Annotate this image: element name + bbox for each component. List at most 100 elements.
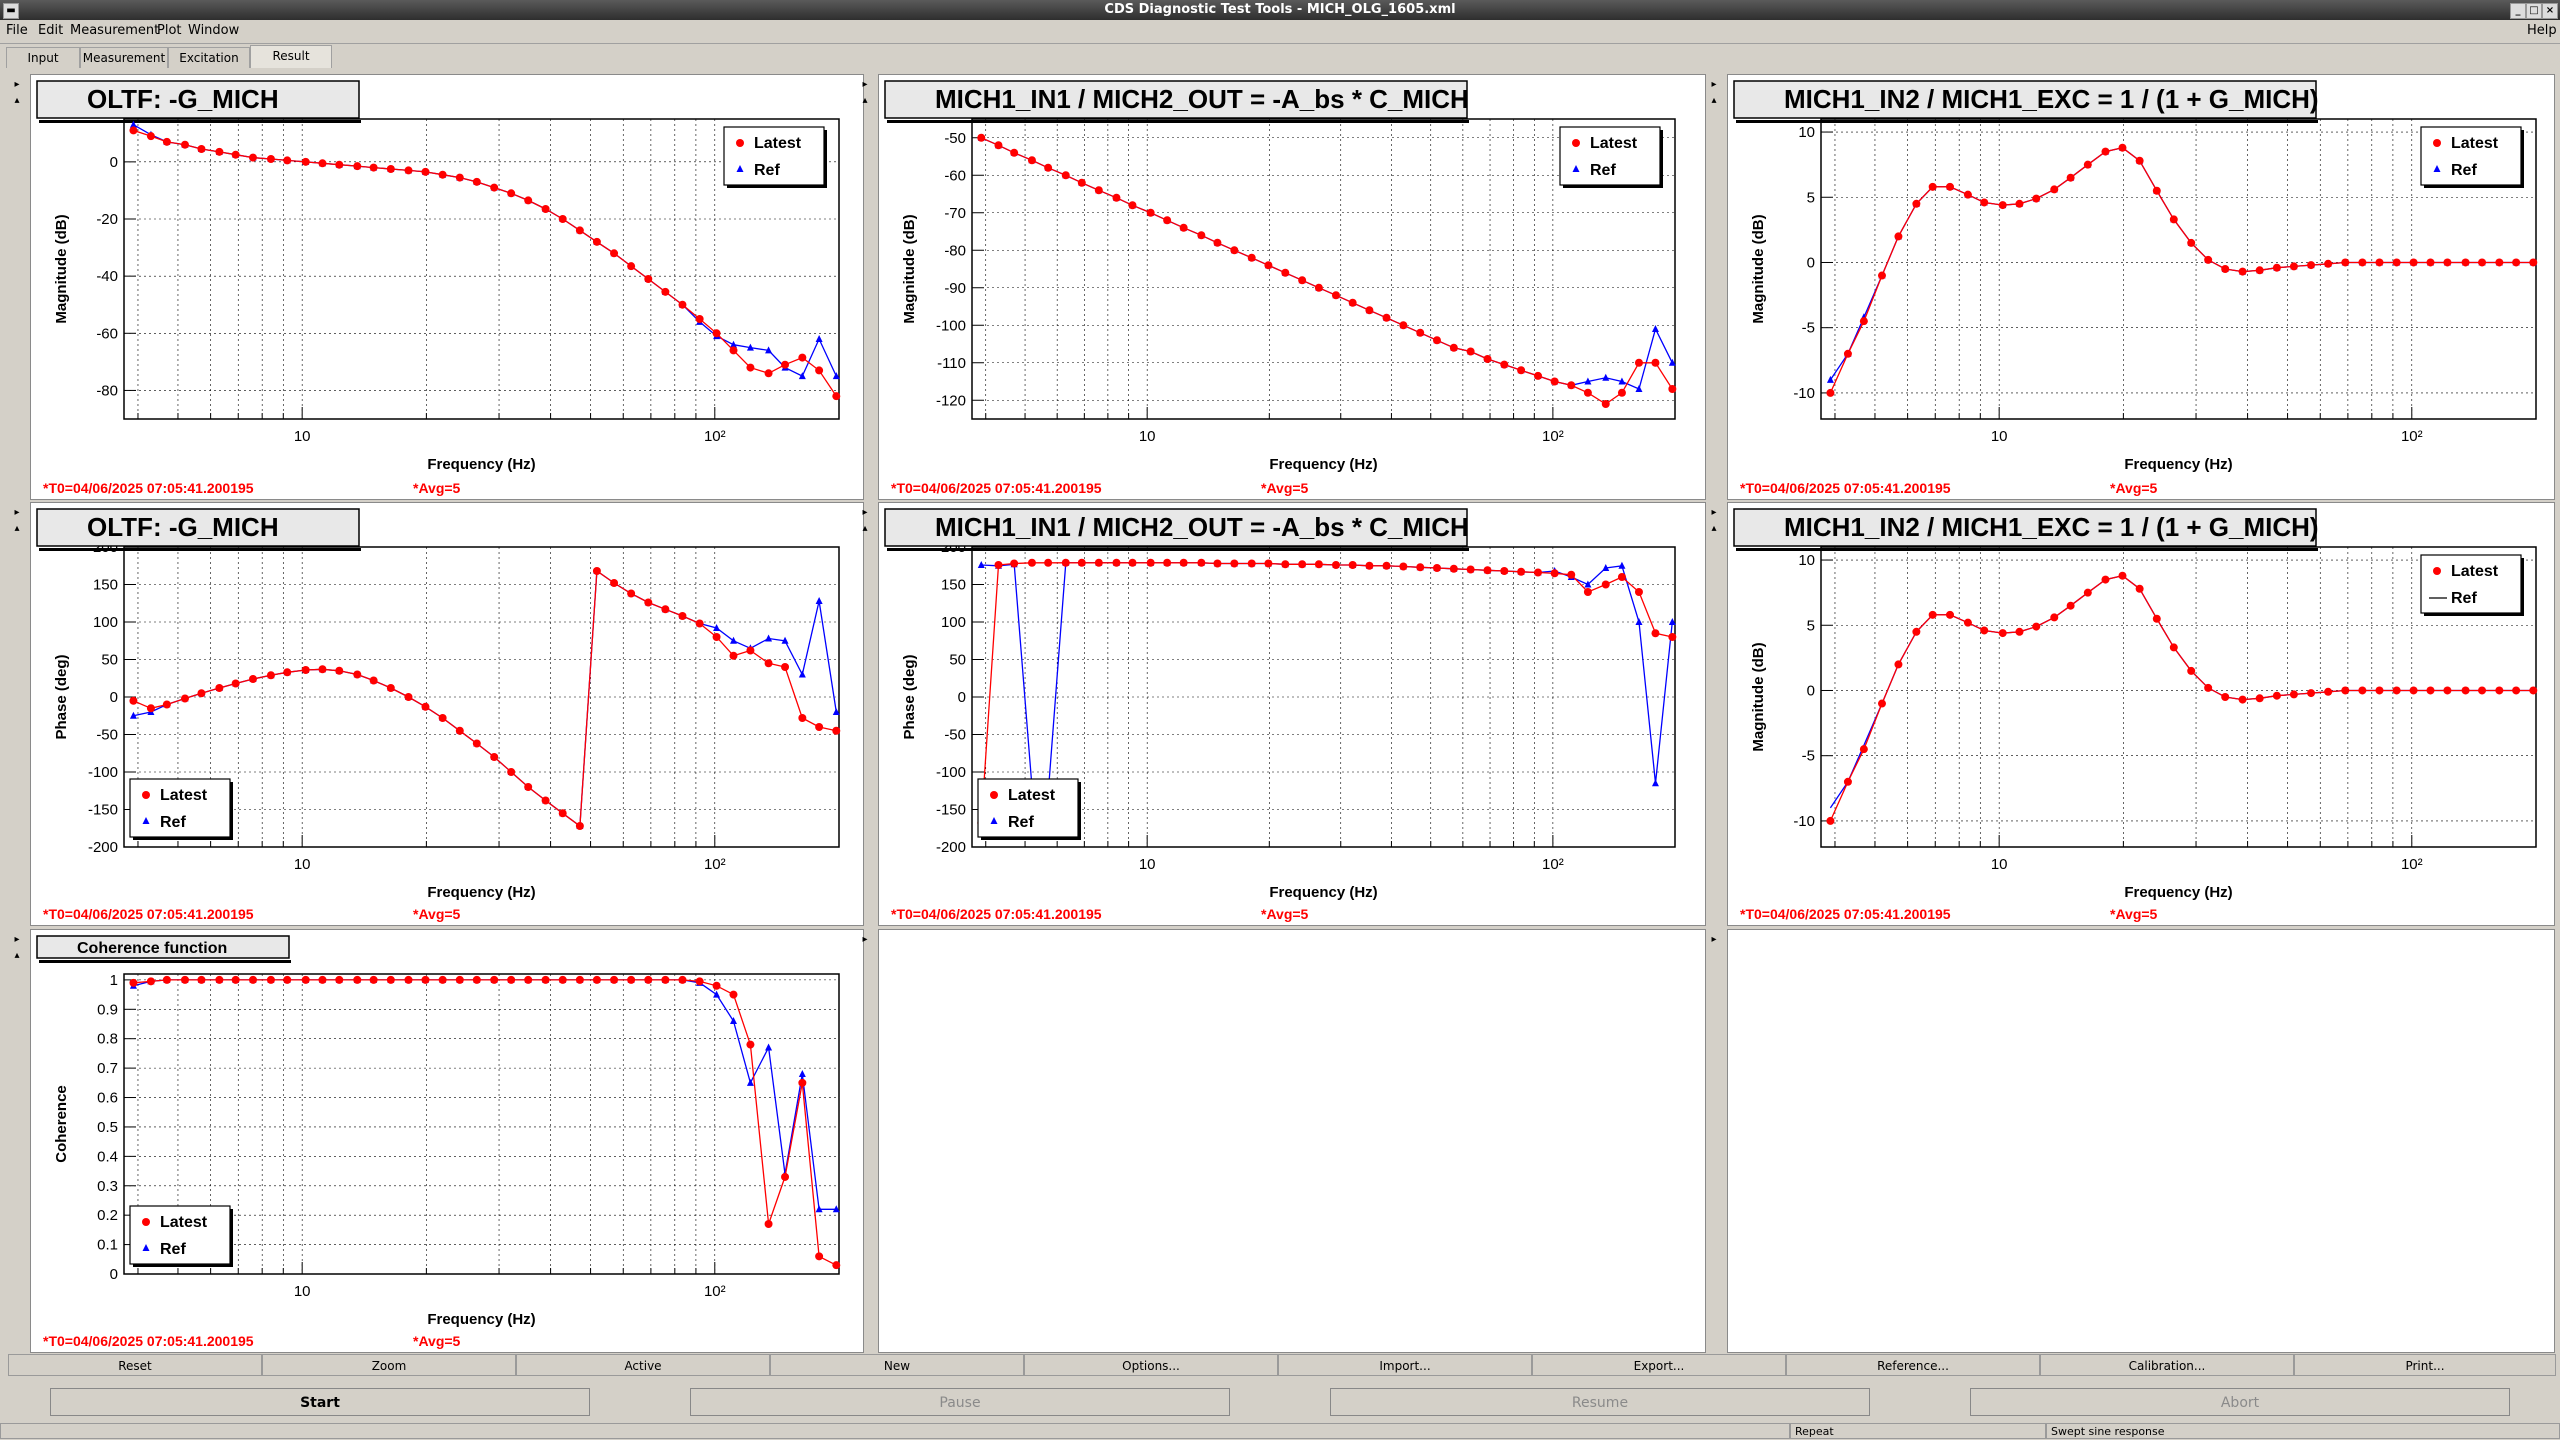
export-button[interactable]: Export... — [1532, 1354, 1786, 1376]
panel-next-arrow-icon[interactable]: ▸ — [14, 79, 20, 90]
panel-next-arrow-icon[interactable]: ▸ — [862, 79, 868, 90]
plot-panel[interactable]: 200 150 100 50 0 -50 -100 -150 -200 10 10² Frequenc… — [30, 502, 864, 926]
latest-point — [798, 1078, 807, 1087]
tab-result[interactable]: Result — [250, 45, 332, 68]
ref-point — [129, 120, 137, 128]
latest-point — [2426, 686, 2435, 695]
pause-button[interactable]: Pause — [690, 1388, 1230, 1416]
latest-point — [1963, 618, 1972, 627]
plot-canvas[interactable]: 10 5 0 -5 -10 10 10² Frequency (Hz) Magnitude (d… — [1728, 75, 2554, 499]
tab-excitation[interactable]: Excitation — [168, 47, 250, 68]
window-menu-icon[interactable]: ▬ — [3, 3, 19, 19]
plot-panel[interactable]: 10 5 0 -5 -10 10 10² Frequency (Hz) Magnitude (d… — [1727, 502, 2555, 926]
latest-point — [524, 196, 533, 205]
abort-button[interactable]: Abort — [1970, 1388, 2510, 1416]
panel-up-arrow-icon[interactable]: ▴ — [1711, 95, 1717, 106]
latest-point — [490, 753, 499, 761]
resume-button[interactable]: Resume — [1330, 1388, 1870, 1416]
minimize-icon[interactable]: _ — [2510, 3, 2526, 19]
menu-window[interactable]: Window — [188, 23, 240, 38]
latest-point — [2512, 258, 2521, 267]
panel-up-arrow-icon[interactable]: ▴ — [1711, 523, 1717, 534]
y-tick-label: 0.6 — [97, 1090, 118, 1107]
latest-point — [1963, 190, 1972, 199]
plot-panel[interactable]: 0 -20 -40 -60 -80 10 10² Frequency (Hz) Magnitud… — [30, 74, 864, 500]
panel-next-arrow-icon[interactable]: ▸ — [1711, 507, 1717, 518]
latest-point — [318, 665, 327, 674]
latest-point — [1432, 564, 1441, 572]
latest-point — [2341, 258, 2350, 267]
plot-canvas[interactable]: -50 -60 -70 -80 -90 -100 -110 -120 10 10² Frequenc… — [879, 75, 1705, 499]
panel-next-arrow-icon[interactable]: ▸ — [862, 507, 868, 518]
new-button[interactable]: New — [770, 1354, 1024, 1376]
menu-plot[interactable]: Plot — [157, 23, 182, 38]
tab-measurement[interactable]: Measurement — [80, 47, 168, 68]
latest-point — [231, 150, 240, 159]
latest-point — [1146, 208, 1155, 217]
panel-up-arrow-icon[interactable]: ▴ — [14, 523, 20, 534]
menu-edit[interactable]: Edit — [38, 23, 64, 38]
ref-point — [1668, 358, 1676, 366]
legend-label-latest: Latest — [2451, 563, 2499, 580]
y-tick-label: -10 — [1793, 385, 1815, 402]
y-tick-label: 1 — [110, 972, 118, 989]
latest-point — [472, 975, 481, 984]
plot-title-shadow — [1736, 548, 2318, 551]
plot-panel[interactable]: 200 150 100 50 0 -50 -100 -150 -200 10 10² Frequenc… — [878, 502, 1706, 926]
start-button[interactable]: Start — [50, 1388, 590, 1416]
reference-button[interactable]: Reference... — [1786, 1354, 2040, 1376]
latest-point — [1668, 633, 1677, 641]
plot-panel[interactable]: 10 5 0 -5 -10 10 10² Frequency (Hz) Magnitude (d… — [1727, 74, 2555, 500]
latest-point — [1466, 347, 1475, 356]
empty-plot-panel[interactable] — [1727, 929, 2555, 1353]
t0-annotation: *T0=04/06/2025 07:05:41.200195 — [891, 480, 1102, 496]
y-tick-label: 100 — [93, 614, 118, 631]
menu-measurement[interactable]: Measurement — [70, 23, 160, 38]
maximize-icon[interactable]: □ — [2526, 3, 2542, 19]
y-tick-label: -120 — [936, 392, 966, 409]
import-button[interactable]: Import... — [1278, 1354, 1532, 1376]
options-button[interactable]: Options... — [1024, 1354, 1278, 1376]
latest-point — [2187, 238, 2196, 247]
panel-next-arrow-icon[interactable]: ▸ — [14, 934, 20, 945]
latest-point — [353, 162, 362, 171]
empty-plot-panel[interactable] — [878, 929, 1706, 1353]
active-button[interactable]: Active — [516, 1354, 770, 1376]
menu-help[interactable]: Help — [2527, 23, 2557, 38]
plot-canvas[interactable]: 1 0.9 0.8 0.7 0.6 0.5 0.4 0.3 0.2 0.1 0 10 10² Freque… — [31, 930, 863, 1352]
y-tick-label: 0.9 — [97, 1001, 118, 1018]
panel-next-arrow-icon[interactable]: ▸ — [1711, 934, 1717, 945]
plot-title-box — [884, 80, 1468, 119]
panel-up-arrow-icon[interactable]: ▴ — [862, 523, 868, 534]
latest-point — [1348, 298, 1357, 307]
panel-next-arrow-icon[interactable]: ▸ — [14, 507, 20, 518]
calibration-button[interactable]: Calibration... — [2040, 1354, 2294, 1376]
plot-canvas[interactable]: 0 -20 -40 -60 -80 10 10² Frequency (Hz) Magnitud… — [31, 75, 863, 499]
latest-point — [146, 132, 155, 141]
zoom-button[interactable]: Zoom — [262, 1354, 516, 1376]
latest-point — [180, 975, 189, 984]
print-button[interactable]: Print... — [2294, 1354, 2556, 1376]
panel-next-arrow-icon[interactable]: ▸ — [1711, 79, 1717, 90]
panel-next-arrow-icon[interactable]: ▸ — [862, 934, 868, 945]
panel-up-arrow-icon[interactable]: ▴ — [14, 95, 20, 106]
reset-button[interactable]: Reset — [8, 1354, 262, 1376]
tab-input[interactable]: Input — [6, 47, 80, 68]
latest-point — [1912, 627, 1921, 636]
panel-up-arrow-icon[interactable]: ▴ — [14, 950, 20, 961]
plot-title-box — [36, 508, 360, 547]
x-axis-label: Frequency (Hz) — [427, 456, 535, 473]
menu-file[interactable]: File — [6, 23, 28, 38]
ref-point — [832, 1205, 840, 1213]
plot-panel[interactable]: -50 -60 -70 -80 -90 -100 -110 -120 10 10² Frequenc… — [878, 74, 1706, 500]
latest-point — [1928, 182, 1937, 191]
y-tick-label: -10 — [1793, 813, 1815, 830]
y-tick-label: 50 — [949, 652, 966, 669]
panel-up-arrow-icon[interactable]: ▴ — [862, 95, 868, 106]
x-axis-label: Frequency (Hz) — [2124, 456, 2232, 473]
plot-panel[interactable]: 1 0.9 0.8 0.7 0.6 0.5 0.4 0.3 0.2 0.1 0 10 10² Freque… — [30, 929, 864, 1353]
close-icon[interactable]: × — [2542, 3, 2558, 19]
plot-canvas[interactable]: 10 5 0 -5 -10 10 10² Frequency (Hz) Magnitude (d… — [1728, 503, 2554, 925]
